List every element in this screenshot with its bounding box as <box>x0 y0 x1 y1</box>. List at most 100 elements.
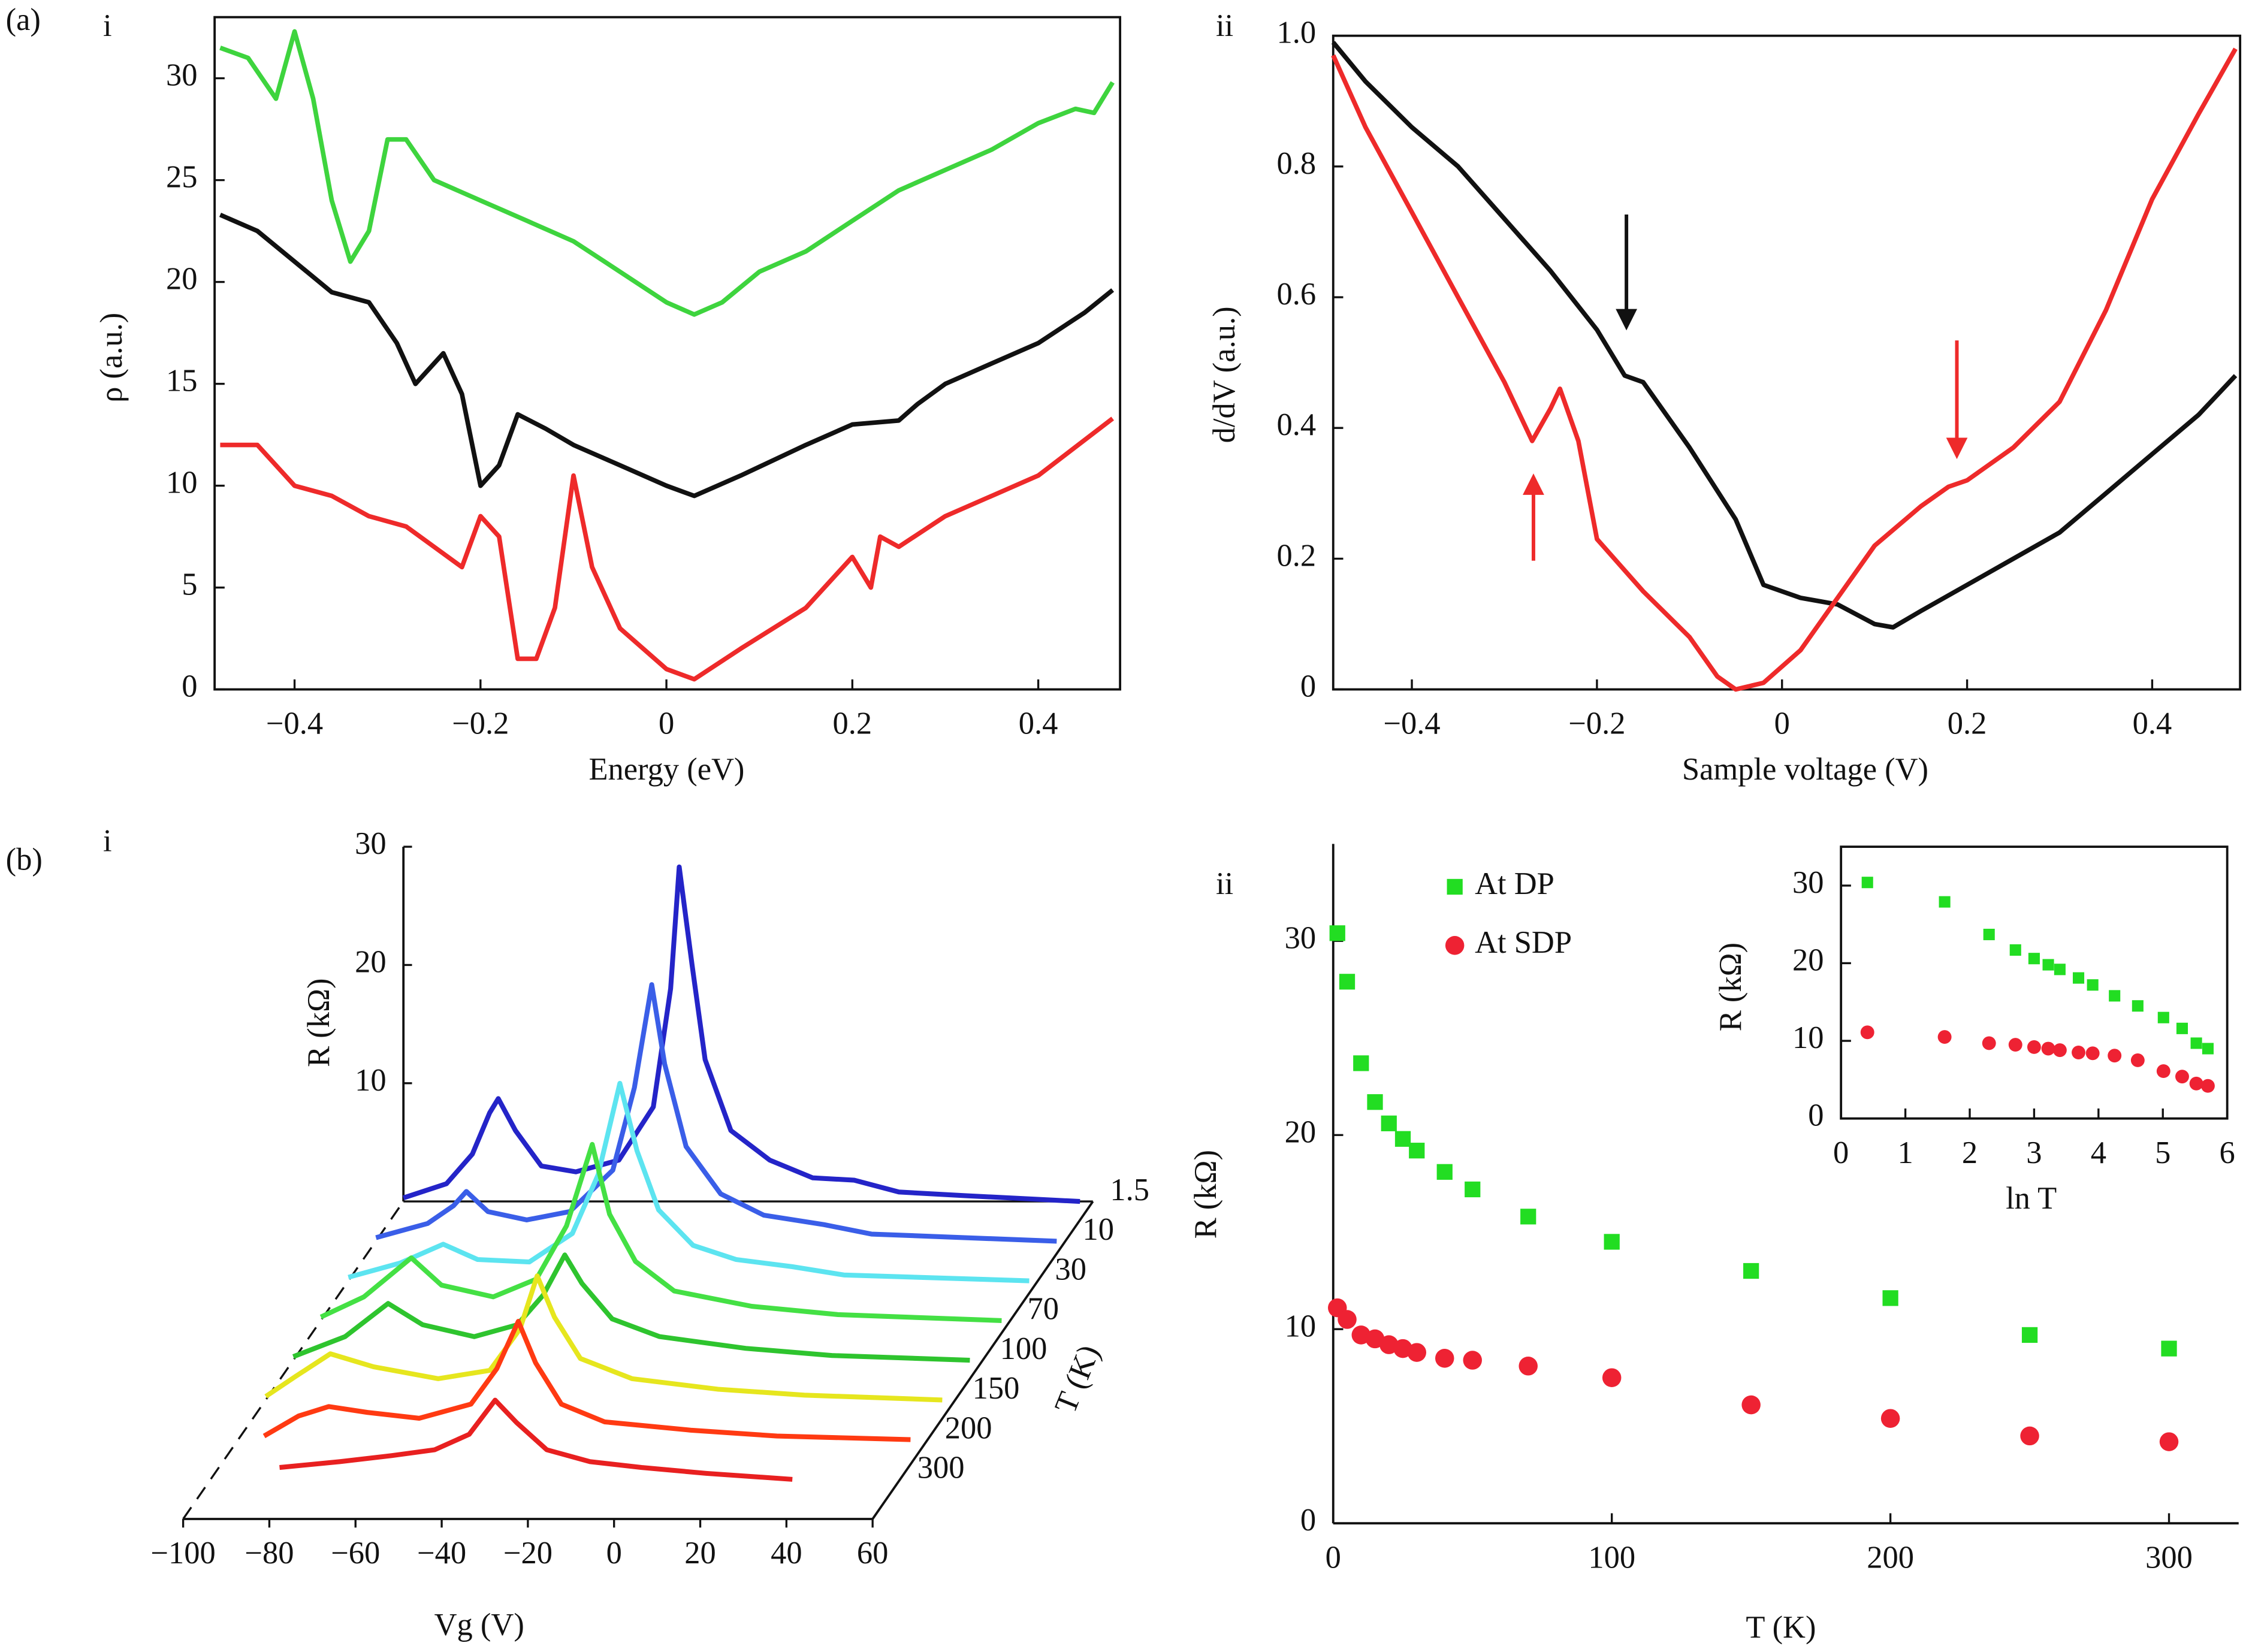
x-tick-label: 4 <box>2091 1135 2106 1170</box>
data-line <box>375 982 1057 1244</box>
point <box>2202 1043 2214 1055</box>
x-tick-label: 6 <box>2220 1135 2235 1170</box>
point <box>1367 1094 1383 1110</box>
depth-label: 100 <box>1000 1331 1047 1366</box>
data-line <box>402 864 1080 1204</box>
x-tick-label: 0.2 <box>1948 706 1987 741</box>
point <box>1861 877 1873 889</box>
y-tick-label: 0 <box>1300 1503 1316 1538</box>
point <box>2009 944 2021 956</box>
point <box>1394 1131 1411 1147</box>
plot-frame <box>1332 34 2242 691</box>
figure-label: (a) <box>6 2 41 37</box>
point <box>2130 1053 2145 1067</box>
x-tick-label: 0.4 <box>1019 706 1058 741</box>
y-tick-label: 0 <box>182 669 197 704</box>
x-tick-label: 0.4 <box>2133 706 2172 741</box>
point <box>1329 925 1345 941</box>
y-tick-label: 0.6 <box>1277 277 1317 312</box>
y-axis-label: d/dV (a.u.) <box>1207 306 1242 443</box>
y-tick-label: 5 <box>182 567 197 602</box>
x-axis-label: Sample voltage (V) <box>1682 752 1928 787</box>
data-line <box>279 1397 793 1482</box>
panel-label: ii <box>1216 8 1233 43</box>
y-tick-label: 20 <box>1285 1115 1317 1149</box>
x-tick-label: 0 <box>1326 1540 1341 1575</box>
point <box>1519 1357 1538 1376</box>
depth-label: 10 <box>1082 1212 1114 1247</box>
x-tick-label: −0.2 <box>452 706 509 741</box>
point <box>1436 1164 1453 1180</box>
point <box>2054 964 2066 976</box>
data-line <box>292 1252 970 1363</box>
x-tick-label: 1 <box>1897 1135 1913 1170</box>
data-line <box>220 416 1115 682</box>
y-tick-label: 0 <box>1808 1098 1824 1133</box>
point <box>1604 1234 1620 1250</box>
depth-label: 1.5 <box>1110 1173 1149 1207</box>
point <box>1520 1209 1536 1225</box>
point <box>2085 1046 2100 1061</box>
x-tick-label: 0 <box>659 706 674 741</box>
legend-marker <box>1445 936 1465 955</box>
x-tick-label: −0.2 <box>1568 706 1625 741</box>
x-tick-label: 100 <box>1588 1540 1635 1575</box>
point <box>1741 1395 1761 1415</box>
panel-label: i <box>103 823 112 858</box>
point <box>1435 1349 1454 1368</box>
x-tick-label: 0 <box>606 1536 622 1571</box>
x-tick-label: −40 <box>417 1536 466 1571</box>
x-tick-label: −20 <box>503 1536 553 1571</box>
point <box>1339 974 1356 990</box>
legend-label: At SDP <box>1475 925 1572 960</box>
point <box>2020 1426 2039 1446</box>
x-tick-label: −0.4 <box>1383 706 1440 741</box>
point <box>2200 1079 2215 1093</box>
point <box>2072 1046 2085 1059</box>
point <box>2021 1327 2038 1343</box>
y-tick-label: 10 <box>1285 1309 1317 1343</box>
point <box>2041 1041 2055 1056</box>
point <box>2028 953 2040 965</box>
depth-label: 70 <box>1028 1292 1059 1327</box>
point <box>2157 1011 2169 1023</box>
y-tick-label: 20 <box>1792 943 1824 978</box>
y-axis-label: R (kΩ) <box>301 978 336 1067</box>
y-tick-label: 0.2 <box>1277 538 1317 573</box>
point <box>2052 1043 2067 1058</box>
x-axis-label: ln T <box>2006 1181 2057 1216</box>
x-tick-label: 200 <box>1867 1540 1914 1575</box>
x-tick-label: −100 <box>150 1536 215 1571</box>
point <box>1381 1115 1397 1131</box>
data-line <box>219 29 1115 317</box>
point <box>1939 896 1951 908</box>
x-tick-label: 60 <box>857 1536 889 1571</box>
data-line <box>319 1141 1002 1323</box>
point <box>2175 1070 2189 1084</box>
y-tick-label: 0 <box>1300 669 1316 704</box>
y-axis-label: R (kΩ) <box>1713 943 1748 1031</box>
figure-label: (b) <box>6 842 43 877</box>
point <box>1860 1025 1874 1040</box>
point <box>1409 1143 1425 1159</box>
depth-label: 30 <box>1055 1252 1087 1286</box>
point <box>2190 1037 2202 1049</box>
point <box>1338 1310 1357 1329</box>
x-tick-label: 2 <box>1962 1135 1978 1170</box>
point <box>2008 1038 2022 1052</box>
y-tick-label: 30 <box>1792 865 1824 900</box>
data-line <box>1331 41 2238 630</box>
point <box>1983 928 1995 941</box>
x-tick-label: 0 <box>1833 1135 1849 1170</box>
x-tick-label: 0.2 <box>833 706 873 741</box>
point <box>2132 1000 2144 1012</box>
depth-label: 150 <box>973 1371 1020 1406</box>
y-axis-label: R (kΩ) <box>1188 1150 1223 1239</box>
y-tick-label: 10 <box>166 466 198 500</box>
y-tick-label: 30 <box>1285 920 1317 955</box>
y-tick-label: 25 <box>166 160 198 195</box>
floor-edge <box>182 1201 404 1520</box>
y-tick-label: 10 <box>355 1063 387 1098</box>
point <box>2156 1064 2170 1079</box>
